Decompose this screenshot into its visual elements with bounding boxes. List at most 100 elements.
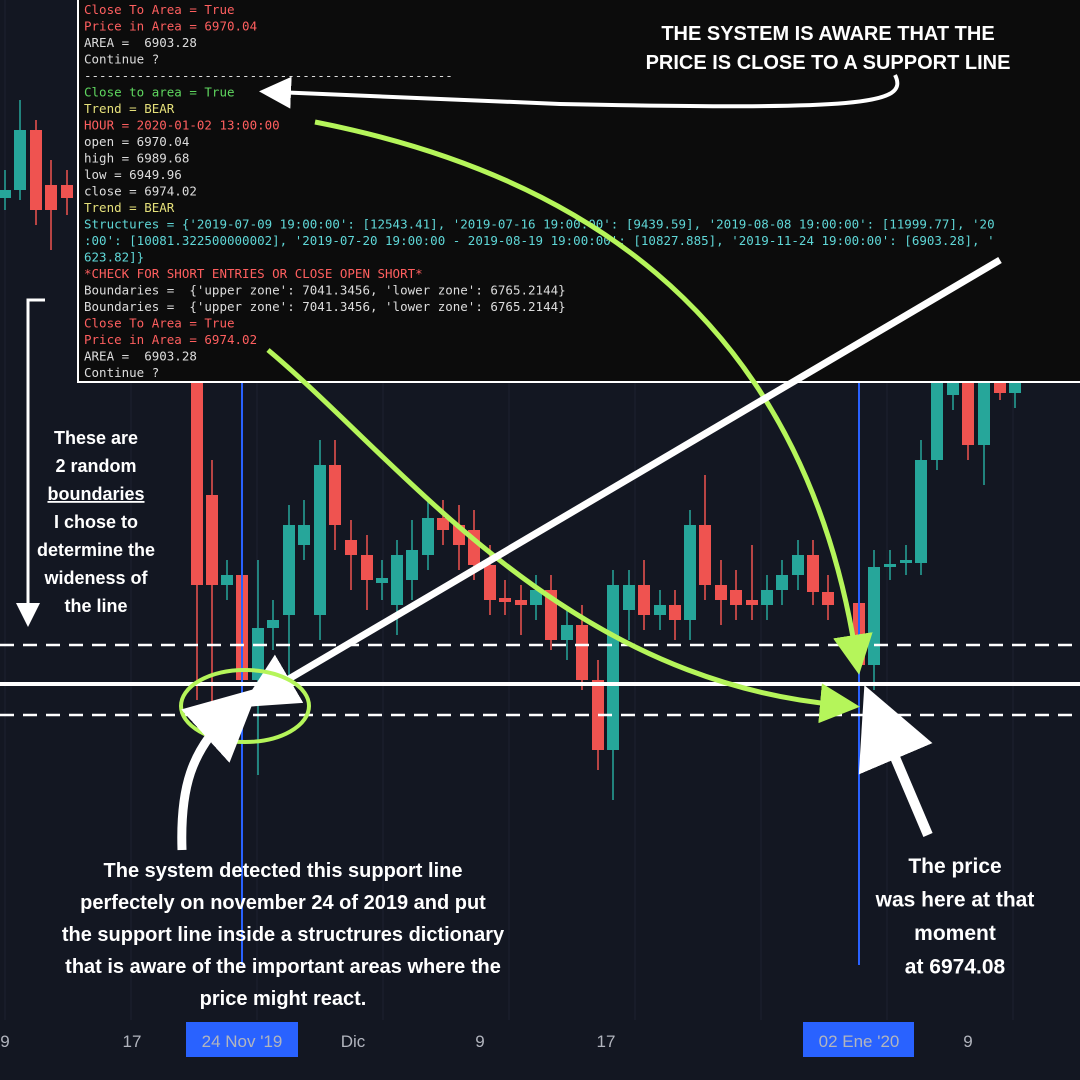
candle-body	[822, 592, 834, 605]
right-annotation: The price was here at that moment at 6974.0…	[875, 855, 1035, 979]
candle-body	[422, 518, 434, 555]
candle-body	[391, 555, 403, 605]
candle-body	[947, 380, 959, 395]
candle-body	[978, 380, 990, 445]
date-highlight	[186, 1022, 298, 1057]
candle-body	[623, 585, 635, 610]
candle-body	[61, 185, 73, 198]
x-tick-label: 9	[0, 1032, 9, 1051]
x-axis-area	[0, 1020, 1080, 1080]
candle-body	[1009, 380, 1021, 393]
candle-body	[45, 185, 57, 210]
annotation-line: perfectely on november 24 of 2019 and pu…	[80, 892, 486, 914]
terminal-line: high = 6989.68	[84, 151, 189, 166]
terminal-line: low = 6949.96	[84, 167, 182, 182]
candle-body	[684, 525, 696, 620]
x-tick-label: 9	[475, 1032, 484, 1051]
candle-body	[638, 585, 650, 615]
terminal-line: Close To Area = True	[84, 2, 235, 17]
candle-body	[868, 567, 880, 665]
candle-body	[206, 495, 218, 585]
terminal-line: AREA = 6903.28	[84, 35, 197, 50]
terminal-line: Boundaries = {'upper zone': 7041.3456, '…	[84, 283, 566, 298]
x-tick-label: 9	[963, 1032, 972, 1051]
x-tick-label: 17	[123, 1032, 142, 1051]
annotation-line: These are	[54, 428, 138, 448]
candle-body	[807, 555, 819, 592]
candle-body	[361, 555, 373, 580]
x-tick-label: 02 Ene '20	[819, 1032, 900, 1051]
candle-body	[298, 525, 310, 545]
candle-body	[406, 550, 418, 580]
date-highlight	[803, 1022, 914, 1057]
candle-body	[576, 625, 588, 680]
annotation-line: that is aware of the important areas whe…	[65, 956, 501, 978]
candle-body	[715, 585, 727, 600]
candle-body	[515, 600, 527, 605]
x-tick-label: 17	[597, 1032, 616, 1051]
candle-body	[730, 590, 742, 605]
candle-body	[267, 620, 279, 628]
candle-body	[761, 590, 773, 605]
annotation-line: the line	[64, 596, 127, 616]
candle-body	[931, 380, 943, 460]
annotation-line: The system detected this support line	[104, 860, 463, 882]
annotation: PRICE IS CLOSE TO A SUPPORT LINE	[646, 52, 1011, 74]
candle-body	[484, 565, 496, 600]
terminal-line: Close to area = True	[84, 85, 235, 100]
left-annotation: These are 2 random boundaries I chose to det…	[37, 428, 155, 616]
annotation-line: determine the	[37, 540, 155, 560]
terminal-line: :00': [10081.322500000002], '2019-07-20 …	[84, 233, 995, 248]
candle-body	[746, 600, 758, 605]
candle-body	[792, 555, 804, 575]
arrow	[240, 256, 1002, 708]
terminal-line: Continue ?	[84, 52, 159, 67]
annotation-line: moment	[914, 922, 996, 945]
x-axis: 9 17 24 Nov '19 Dic 9 17 02 Ene '20 9	[0, 1032, 972, 1051]
candle-body	[962, 380, 974, 445]
candle-body	[376, 578, 388, 583]
terminal-line: Continue ?	[84, 365, 159, 380]
annotation-line: wideness of	[43, 568, 148, 588]
annotation-line: the support line inside a structrures di…	[62, 924, 505, 946]
bottom-annotation: The system detected this support line per…	[62, 860, 505, 1010]
annotation-line: was here at that	[875, 889, 1035, 912]
x-tick-label: Dic	[341, 1032, 366, 1051]
terminal-line: AREA = 6903.28	[84, 349, 197, 364]
annotation-line: I chose to	[54, 512, 138, 532]
terminal-line: Price in Area = 6970.04	[84, 19, 257, 34]
annotation-line: 2 random	[55, 456, 136, 476]
terminal-line: Trend = BEAR	[84, 200, 175, 215]
candle-body	[699, 525, 711, 585]
candle-body	[607, 585, 619, 750]
terminal-line: Close To Area = True	[84, 316, 235, 331]
annotation-line: at 6974.08	[905, 956, 1006, 979]
candle-body	[14, 130, 26, 190]
terminal-line: *CHECK FOR SHORT ENTRIES OR CLOSE OPEN S…	[84, 266, 423, 281]
candle-body	[191, 380, 203, 585]
candle-body	[561, 625, 573, 640]
terminal-line: HOUR = 2020-01-02 13:00:00	[84, 118, 280, 133]
candle-body	[915, 460, 927, 563]
arrow	[177, 687, 259, 851]
candle-body	[669, 605, 681, 620]
candle-body	[0, 190, 11, 198]
terminal-line: Price in Area = 6974.02	[84, 332, 257, 347]
candle-body	[329, 465, 341, 525]
terminal-line: 623.82]}	[84, 250, 144, 265]
terminal-line: Structures = {'2019-07-09 19:00:00': [12…	[84, 217, 995, 232]
candle-body	[884, 564, 896, 567]
annotation-line: The price	[908, 855, 1001, 878]
x-tick-label: 24 Nov '19	[202, 1032, 283, 1051]
annotation: THE SYSTEM IS AWARE THAT THE	[661, 23, 994, 45]
candles	[0, 100, 1021, 800]
terminal-line: open = 6970.04	[84, 134, 189, 149]
arrow	[314, 119, 873, 675]
arrow	[858, 685, 933, 837]
terminal-line: Trend = BEAR	[84, 101, 175, 116]
candle-body	[345, 540, 357, 555]
candle-body	[221, 575, 233, 585]
candle-body	[530, 590, 542, 605]
candle-body	[900, 560, 912, 563]
